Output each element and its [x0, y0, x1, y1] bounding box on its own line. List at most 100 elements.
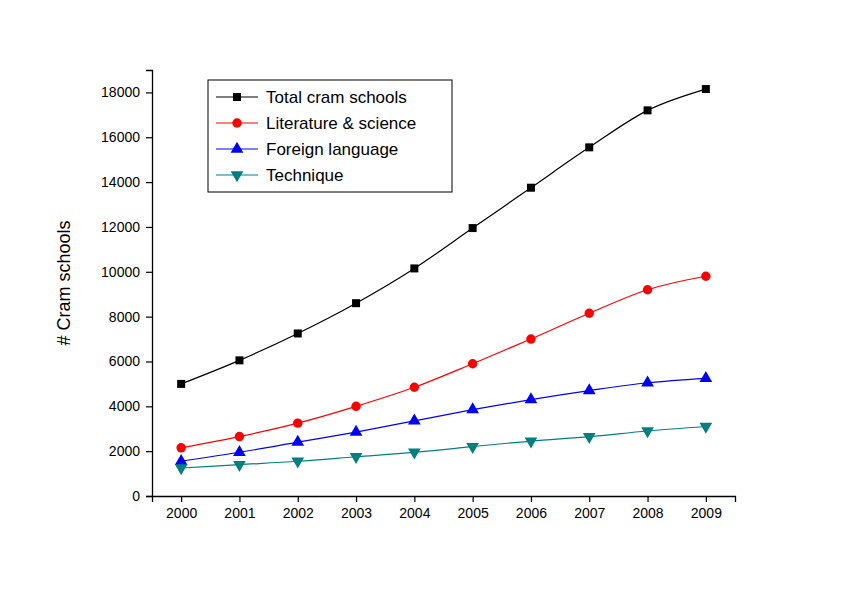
- marker: [585, 143, 593, 151]
- marker: [702, 85, 710, 93]
- marker: [525, 437, 538, 448]
- marker: [466, 443, 479, 454]
- marker: [408, 449, 421, 460]
- tick-mark: [146, 451, 152, 452]
- tick: 2007: [574, 496, 605, 521]
- tick: 2005: [458, 496, 489, 521]
- tick-mark: [146, 182, 152, 183]
- marker: [175, 464, 188, 475]
- tick-label: 2004: [399, 505, 430, 521]
- tick-label: 2005: [458, 505, 489, 521]
- tick-mark: [146, 361, 152, 362]
- tick: 2000: [166, 496, 197, 521]
- x-axis: 2000 2001 2002 2003 2004 2005 2006 2007 2008 2009: [153, 496, 736, 521]
- marker: [352, 299, 360, 307]
- legend: Total cram schools Literature & science Fo…: [208, 80, 452, 192]
- tick: 2009: [691, 496, 722, 521]
- tick-label: 8000: [109, 309, 140, 325]
- marker: [701, 272, 710, 281]
- tick-label: 2009: [691, 505, 722, 521]
- chart: 2000 2001 2002 2003 2004 2005 2006 2007 2008 2009…: [0, 0, 850, 595]
- tick-mark: [239, 496, 240, 502]
- legend-marker: [231, 142, 244, 153]
- tick-label: 2008: [632, 505, 663, 521]
- tick-mark: [146, 317, 152, 318]
- marker: [233, 461, 246, 472]
- marker: [641, 427, 654, 438]
- tick: 2008: [632, 496, 663, 521]
- marker: [699, 423, 712, 434]
- tick: 6000: [109, 353, 152, 369]
- marker: [583, 433, 596, 444]
- marker: [469, 224, 477, 232]
- marker: [176, 443, 185, 452]
- tick-mark: [531, 496, 532, 502]
- tick-mark: [647, 496, 648, 502]
- marker: [643, 285, 652, 294]
- marker: [177, 380, 185, 388]
- marker: [408, 414, 421, 425]
- tick-mark: [146, 227, 152, 228]
- tick-label: 14000: [101, 174, 140, 190]
- tick-mark: [356, 496, 357, 502]
- tick-label: 10000: [101, 264, 140, 280]
- marker: [233, 445, 246, 456]
- marker: [293, 418, 302, 427]
- marker: [235, 356, 243, 364]
- marker: [235, 432, 244, 441]
- tick-mark: [146, 496, 152, 497]
- legend-item: Foreign language: [216, 140, 398, 159]
- tick-label: 0: [132, 488, 140, 504]
- tick: 8000: [109, 309, 152, 325]
- tick-mark: [706, 496, 707, 502]
- tick: 0: [132, 488, 152, 504]
- legend-marker: [231, 171, 244, 182]
- tick: 2001: [224, 496, 255, 521]
- marker: [699, 371, 712, 382]
- tick-label: 2002: [283, 505, 314, 521]
- tick-label: 2000: [166, 505, 197, 521]
- tick-mark: [298, 496, 299, 502]
- marker: [641, 375, 654, 386]
- series-line: [181, 426, 706, 467]
- tick-label: 18000: [101, 84, 140, 100]
- tick-mark: [181, 496, 182, 502]
- tick-label: 2007: [574, 505, 605, 521]
- legend-label: Foreign language: [266, 140, 398, 159]
- tick: 16000: [101, 129, 152, 145]
- marker: [294, 329, 302, 337]
- marker: [291, 458, 304, 469]
- tick: 2000: [109, 443, 152, 459]
- tick-label: 16000: [101, 129, 140, 145]
- axis-line: [146, 71, 153, 497]
- tick: 18000: [101, 84, 152, 100]
- tick: 2004: [399, 496, 430, 521]
- tick-label: 2003: [341, 505, 372, 521]
- marker: [175, 454, 188, 465]
- tick-label: 2001: [224, 505, 255, 521]
- tick: 2006: [516, 496, 547, 521]
- y-axis-title: # Cram schools: [54, 220, 74, 345]
- tick-mark: [589, 496, 590, 502]
- legend-label: Technique: [266, 166, 344, 185]
- tick: 2003: [341, 496, 372, 521]
- tick: 10000: [101, 264, 152, 280]
- tick-label: 2000: [109, 443, 140, 459]
- legend-marker: [233, 93, 241, 101]
- tick-mark: [146, 406, 152, 407]
- legend-item: Total cram schools: [216, 88, 407, 107]
- legend-label: Literature & science: [266, 114, 416, 133]
- tick-mark: [146, 137, 152, 138]
- legend-item: Technique: [216, 166, 344, 185]
- marker: [468, 359, 477, 368]
- legend-item: Literature & science: [216, 114, 416, 133]
- legend-label: Total cram schools: [266, 88, 407, 107]
- legend-frame: [208, 80, 452, 192]
- marker: [466, 402, 479, 413]
- tick-mark: [146, 272, 152, 273]
- tick-label: 4000: [109, 398, 140, 414]
- marker: [351, 402, 360, 411]
- tick-mark: [473, 496, 474, 502]
- tick-label: 6000: [109, 353, 140, 369]
- marker: [350, 425, 363, 436]
